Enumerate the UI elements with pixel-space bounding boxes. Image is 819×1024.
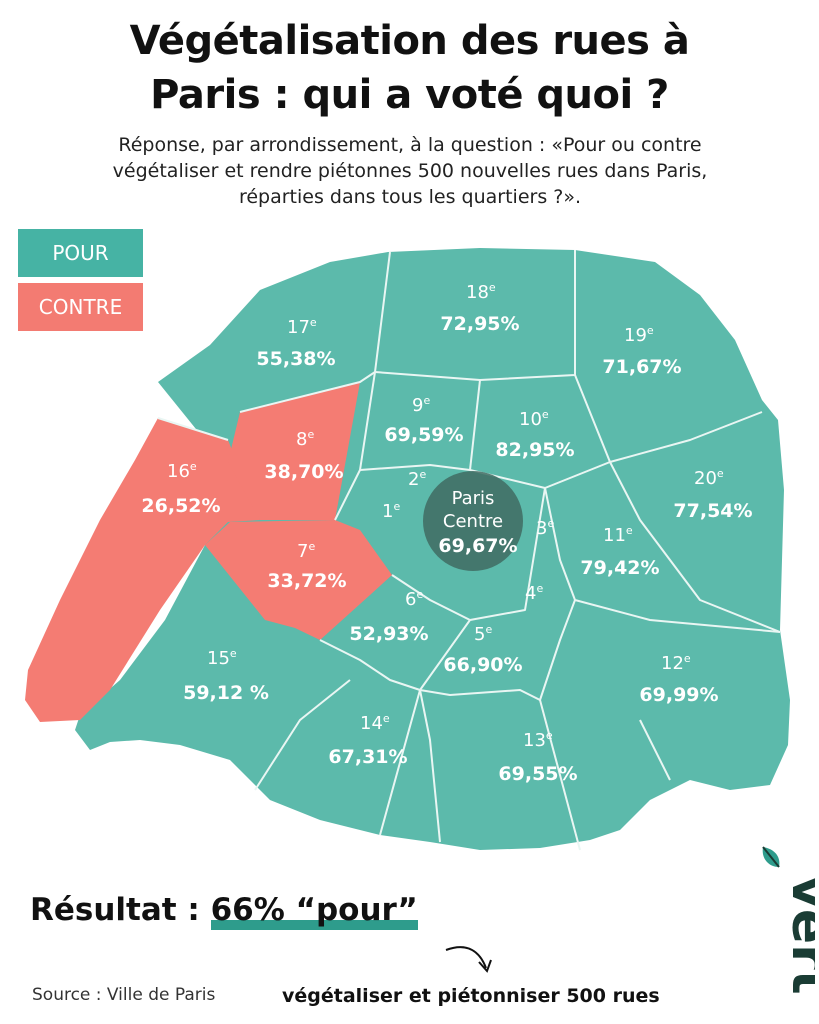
arrondissement-13-label: 13e (523, 729, 553, 751)
arrondissement-3-label: 3e (536, 517, 554, 539)
arrondissement-1-label: 1e (382, 500, 400, 522)
label-4: 4e (525, 582, 543, 604)
result-value: 66% “pour” (210, 892, 418, 928)
arrondissement-14-value: 67,31% (328, 746, 407, 768)
arrondissement-10-label: 10e (519, 408, 549, 430)
arrondissement-18-value: 72,95% (440, 313, 519, 335)
source: Source : Ville de Paris (32, 985, 216, 1005)
legend-contre: CONTRE (18, 283, 143, 331)
page-title: Végétalisation des rues à Paris : qui a … (0, 14, 819, 122)
arrondissement-17-label: 17e (287, 316, 317, 338)
arrondissement-19-label: 19e (624, 324, 654, 346)
arrondissement-15-value: 59,12 % (183, 682, 269, 704)
label-17: 17e 55,38% (256, 316, 335, 370)
label-5: 5e 66,90% (443, 623, 522, 676)
arrondissement-8-shape (228, 382, 360, 520)
label-15: 15e 59,12 % (183, 647, 269, 704)
arrondissement-6-value: 52,93% (349, 623, 428, 645)
label-2: 2e (408, 468, 426, 490)
arrondissement-9-label: 9e (412, 394, 430, 416)
label-12: 12e 69,99% (639, 652, 718, 706)
arrondissement-16-value: 26,52% (141, 495, 220, 517)
result-label: Résultat : (30, 892, 200, 928)
arrondissement-20-value: 77,54% (673, 500, 752, 522)
label-6: 6e 52,93% (349, 588, 428, 645)
arrondissement-5-value: 66,90% (443, 654, 522, 676)
label-18: 18e 72,95% (440, 281, 519, 335)
vert-logo: vert (762, 846, 815, 995)
arrondissement-16-shape (25, 418, 260, 722)
arrondissement-7-shape (205, 520, 392, 640)
label-7: 7e 33,72% (267, 540, 346, 592)
arrondissement-9-value: 69,59% (384, 424, 463, 446)
vert-logo-text: vert (780, 875, 815, 995)
arrondissement-2-label: 2e (408, 468, 426, 490)
label-paris-centre: Paris Centre 69,67% (438, 488, 517, 557)
arrondissement-11-label: 11e (603, 524, 633, 546)
arrondissement-15-label: 15e (207, 647, 237, 669)
arrondissement-10-value: 82,95% (495, 439, 574, 461)
arrondissement-8-label: 8e (296, 428, 314, 450)
paris-centre-line-2: Centre (443, 511, 503, 532)
subtitle-line-1: Réponse, par arrondissement, à la questi… (118, 134, 702, 156)
arrondissement-5-label: 5e (474, 623, 492, 645)
label-8: 8e 38,70% (264, 428, 343, 483)
leaf-icon (762, 846, 780, 868)
result: Résultat : 66% “pour” (30, 892, 418, 930)
arrondissement-11-value: 79,42% (580, 557, 659, 579)
title-line-1: Végétalisation des rues à (129, 18, 690, 64)
arrondissement-13-value: 69,55% (498, 763, 577, 785)
arrondissement-8-value: 38,70% (264, 461, 343, 483)
label-20: 20e 77,54% (673, 467, 752, 522)
arrow-head-icon (478, 959, 492, 973)
arrondissement-7-label: 7e (297, 540, 315, 562)
arrondissement-20-label: 20e (694, 467, 724, 489)
label-9: 9e 69,59% (384, 394, 463, 446)
arrondissement-7-value: 33,72% (267, 570, 346, 592)
arrondissement-14-label: 14e (360, 712, 390, 734)
paris-centre-line-1: Paris (452, 488, 495, 509)
subtitle-line-3: réparties dans tous les quartiers ?». (238, 186, 582, 208)
arrondissement-19-value: 71,67% (602, 356, 681, 378)
label-11: 11e 79,42% (580, 524, 659, 579)
title-line-2: Paris : qui a voté quoi ? (150, 72, 669, 118)
label-19: 19e 71,67% (602, 324, 681, 378)
paris-centre-value: 69,67% (438, 535, 517, 557)
result-underline (210, 920, 418, 930)
label-14: 14e 67,31% (328, 712, 407, 768)
arrondissement-12-value: 69,99% (639, 684, 718, 706)
note: végétaliser et piétonniser 500 rues (282, 985, 660, 1007)
curved-arrow-icon (445, 946, 487, 969)
arrondissement-17-value: 55,38% (256, 348, 335, 370)
label-10: 10e 82,95% (495, 408, 574, 461)
legend-pour: POUR (18, 229, 143, 277)
label-13: 13e 69,55% (498, 729, 577, 785)
subtitle: Réponse, par arrondissement, à la questi… (60, 132, 760, 210)
paris-centre-marker (423, 471, 523, 571)
result-value-wrap: 66% “pour” (210, 892, 418, 930)
subtitle-line-2: végétaliser et rendre piétonnes 500 nouv… (112, 160, 708, 182)
label-1: 1e (382, 500, 400, 522)
arrondissement-16-label: 16e (167, 460, 197, 482)
arrondissement-12-label: 12e (661, 652, 691, 674)
label-16: 16e 26,52% (141, 460, 220, 517)
district-boundaries (157, 250, 781, 851)
arrondissement-18-label: 18e (466, 281, 496, 303)
arrondissement-6-label: 6e (405, 588, 423, 610)
arrondissement-4-label: 4e (525, 582, 543, 604)
label-3: 3e (536, 517, 554, 539)
